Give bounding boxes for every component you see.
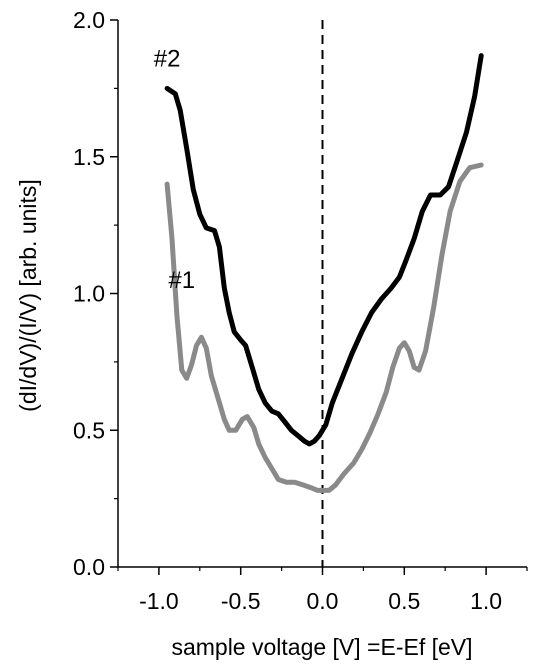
plot-axes: 0.0 0.5 1.0 1.5 2.0 -1.0 -0.5 0.0 0.5 1.0 (73, 7, 528, 614)
x-tick-label: -1.0 (139, 588, 179, 614)
curve-label: #1 (168, 267, 195, 294)
y-tick-label: 0.5 (73, 417, 105, 443)
series-line-curve-1 (164, 162, 484, 493)
annotation-layer: #2 #1 (154, 45, 195, 294)
series-layer (164, 53, 484, 493)
series-line-curve-2 (164, 53, 484, 447)
x-tick-label: -0.5 (221, 588, 261, 614)
y-tick-label: 1.5 (73, 144, 105, 170)
y-tick-label: 0.0 (73, 554, 105, 580)
curve-label: #2 (154, 45, 181, 72)
x-tick-label: 0.5 (388, 588, 420, 614)
y-tick-label: 2.0 (73, 7, 105, 33)
x-tick-label: 1.0 (470, 588, 502, 614)
x-tick-label: 0.0 (307, 588, 339, 614)
y-tick-label: 1.0 (73, 281, 105, 307)
y-axis-title: (dI/dV)/(I/V) [arb. units] (15, 179, 41, 412)
x-axis-title: sample voltage [V] =E-Ef [eV] (171, 634, 472, 660)
